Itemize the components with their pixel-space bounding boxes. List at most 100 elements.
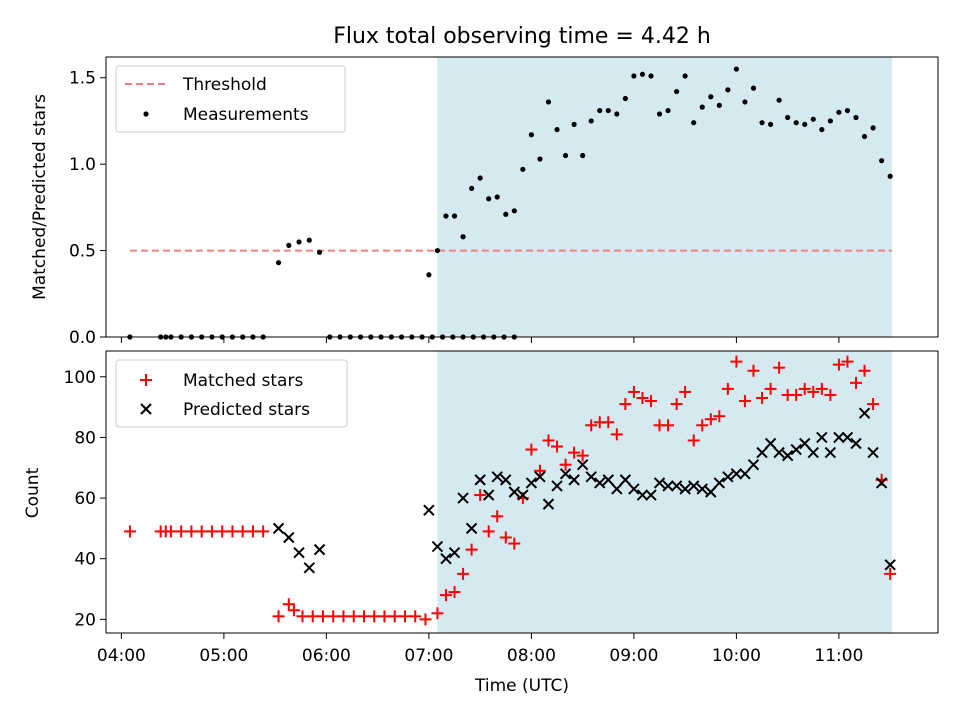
matched-stars-point (388, 610, 401, 623)
x-tick-label: 10:00 (712, 646, 761, 666)
y-tick-label: 80 (74, 428, 96, 448)
measurements-point (708, 94, 714, 100)
measurements-point (296, 239, 302, 245)
matched-stars-point (205, 525, 218, 538)
top-panel: 0.0 0.5 1.0 1.5 Matched/Predicted stars Thr… (30, 56, 939, 348)
top-panel-ticks: 0.0 0.5 1.0 1.5 (69, 69, 840, 348)
matched-stars-point (619, 398, 632, 411)
matched-stars-point (798, 382, 811, 395)
bottom-panel-ticks: 20 40 60 80 100 04:00 05:00 06:00 07:00 08:00 09:0… (64, 368, 864, 666)
x-tick-label: 11:00 (814, 646, 863, 666)
measurements-point (810, 116, 816, 122)
matched-stars-point (316, 610, 329, 623)
predicted-stars-point (764, 437, 777, 450)
matched-stars-point (713, 410, 726, 423)
matched-stars-point (756, 392, 769, 404)
y-tick-label: 40 (74, 550, 96, 570)
matched-stars-point (457, 567, 470, 580)
measurements-point (545, 99, 552, 105)
predicted-stars-point (542, 498, 555, 510)
measurements-point (793, 120, 799, 126)
predicted-stars-point (628, 483, 640, 495)
predicted-stars-point (867, 446, 879, 459)
matched-stars-point (337, 610, 350, 623)
predicted-stars-point (272, 522, 285, 535)
measurements-point (802, 121, 808, 128)
matched-stars-point (439, 589, 452, 602)
y-tick-label: 1.0 (69, 155, 96, 175)
measurements-point (306, 237, 312, 243)
predicted-stars-point (662, 480, 674, 492)
matched-stars-point (858, 364, 871, 377)
matched-stars-point (195, 525, 208, 538)
matched-stars-point (533, 464, 546, 477)
predicted-stars-point (705, 486, 717, 498)
measurements-point (767, 121, 774, 128)
matched-stars-point (636, 392, 649, 404)
matched-stars-point (378, 610, 391, 623)
measurements-point (861, 133, 868, 140)
matched-stars-point (123, 525, 136, 538)
x-tick-label: 05:00 (199, 646, 248, 666)
matched-stars-point (867, 398, 880, 411)
measurements-point (562, 152, 569, 159)
matched-stars-point (884, 567, 897, 580)
predicted-stars-point (482, 489, 495, 501)
bottom-panel-marks (123, 355, 897, 626)
matched-stars-point (670, 398, 683, 411)
measurements-point (580, 152, 586, 159)
y-tick-label: 0.5 (69, 242, 96, 262)
predicted-stars-point (594, 477, 606, 489)
matched-stars-point (431, 607, 444, 620)
measurements-point (725, 87, 731, 93)
bottom-legend-box (115, 359, 348, 428)
matched-stars-point (236, 525, 249, 538)
top-panel-ylabel: Matched/Predicted stars (30, 94, 50, 300)
measurements-point (571, 121, 577, 128)
predicted-stars-point (491, 471, 503, 483)
matched-stars-point (773, 361, 786, 374)
measurements-point (286, 242, 292, 248)
measurements-point (691, 120, 697, 126)
y-tick-label: 60 (74, 489, 96, 509)
predicted-stars-point (585, 471, 597, 483)
measurements-point (469, 185, 475, 191)
predicted-stars-point (858, 407, 871, 419)
matched-stars-point (327, 610, 340, 623)
predicted-stars-point (841, 431, 854, 444)
matched-stars-point (257, 525, 270, 538)
measurements-point (503, 211, 509, 217)
predicted-stars-point (653, 477, 666, 489)
matched-stars-point (347, 610, 360, 623)
matched-stars-point (448, 586, 461, 599)
predicted-stars-point (875, 477, 888, 489)
predicted-stars-point (431, 540, 444, 553)
matched-stars-point (306, 610, 319, 623)
predicted-stars-point (293, 546, 305, 559)
matched-stars-point (824, 388, 837, 401)
x-tick-label: 09:00 (609, 646, 658, 666)
matched-stars-point (368, 610, 381, 623)
matched-stars-point (357, 610, 370, 623)
measurements-point (460, 234, 466, 240)
matched-stars-point (576, 449, 589, 462)
matched-stars-point (499, 531, 512, 544)
threshold-legend-label: Threshold (182, 75, 267, 95)
measurements-point (759, 120, 765, 126)
matched-stars-point (246, 525, 259, 538)
bottom-panel: 20 40 60 80 100 04:00 05:00 06:00 07:00 08:00 09:0… (23, 350, 939, 696)
matched-stars-point (185, 525, 198, 538)
matched-stars-point (730, 355, 743, 368)
measurements-point (477, 175, 483, 181)
measurements-point (520, 166, 526, 172)
measurements-point (426, 272, 432, 278)
matched-stars-point (738, 395, 751, 408)
predicted-stars-point (645, 489, 657, 501)
y-tick-label: 100 (64, 368, 96, 388)
predicted-stars-point (611, 483, 623, 495)
measurements-point (275, 260, 282, 266)
y-tick-label: 0.0 (69, 328, 96, 348)
x-tick-label: 04:00 (97, 646, 146, 666)
measurements-point (844, 107, 851, 114)
measurements-point (819, 126, 825, 133)
